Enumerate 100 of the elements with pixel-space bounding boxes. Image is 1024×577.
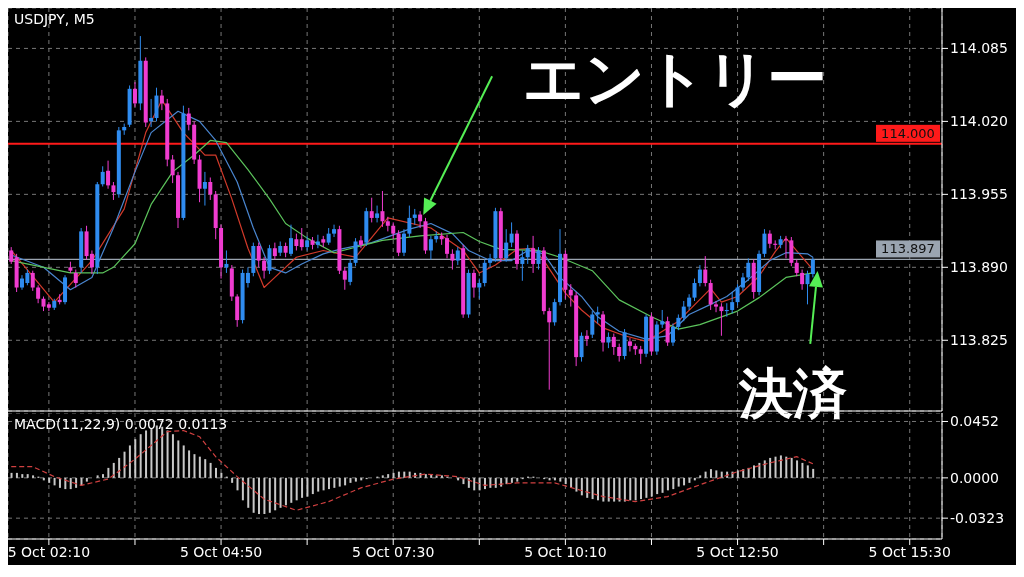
x-tick-label: 5 Oct 15:30: [868, 543, 951, 560]
candlestick: [477, 278, 482, 300]
bar: [763, 460, 766, 478]
bar: [483, 477, 486, 490]
candlestick: [262, 256, 267, 280]
candlestick: [46, 301, 51, 312]
bar: [387, 474, 390, 478]
bar: [134, 439, 137, 478]
candlestick: [703, 255, 708, 287]
bar: [769, 457, 772, 478]
bar: [279, 477, 282, 508]
candlestick: [348, 258, 353, 286]
x-tick-label: 5 Oct 12:50: [696, 543, 779, 560]
candlestick: [132, 81, 137, 108]
candlestick: [208, 177, 213, 201]
y-tick-label: -0.0323: [950, 510, 1005, 527]
bar: [397, 471, 400, 478]
bar: [683, 477, 686, 486]
bar: [801, 462, 804, 478]
bar: [650, 477, 653, 497]
bar: [790, 457, 793, 478]
bar: [403, 471, 406, 478]
bar: [15, 472, 18, 478]
bar: [284, 477, 287, 506]
bar: [661, 477, 664, 493]
bar: [753, 465, 755, 478]
bar: [182, 445, 185, 478]
candlestick: [396, 229, 401, 257]
chart-title: MACD(11,22,9) 0.0072 0.0113: [14, 416, 228, 432]
bar: [602, 477, 605, 502]
candlestick: [584, 329, 589, 347]
bar: [510, 477, 513, 483]
bar: [473, 477, 476, 491]
candlestick: [568, 283, 573, 308]
candlestick: [224, 249, 229, 274]
bar: [322, 477, 325, 491]
bar: [640, 477, 643, 500]
candlestick: [106, 160, 111, 190]
x-tick-label: 5 Oct 10:10: [524, 543, 607, 560]
bar: [301, 477, 304, 498]
bar: [489, 477, 492, 488]
bar: [408, 471, 411, 478]
bar: [317, 477, 320, 492]
bar: [677, 477, 680, 487]
bar: [263, 477, 266, 515]
bar: [10, 472, 13, 478]
bar: [290, 477, 293, 503]
bar: [258, 477, 261, 515]
bar: [785, 456, 788, 478]
candlestick: [407, 205, 412, 238]
annotation: 決済: [738, 361, 848, 425]
bar: [613, 477, 616, 502]
chart-title: USDJPY, M5: [14, 11, 95, 27]
bar: [171, 434, 174, 478]
candlestick: [332, 224, 337, 238]
annotation: エントリー: [523, 43, 828, 114]
y-tick-label: 114.020: [950, 113, 1008, 130]
bar: [247, 477, 250, 508]
candlestick: [714, 300, 719, 313]
candlestick: [525, 244, 530, 265]
candlestick: [482, 258, 487, 287]
bar: [575, 477, 578, 492]
y-tick-label: 113.890: [950, 259, 1008, 276]
bar: [806, 465, 809, 478]
candlestick: [159, 89, 164, 111]
candlestick: [186, 107, 191, 131]
candlestick: [154, 87, 159, 122]
bar: [731, 471, 734, 478]
bar: [21, 474, 24, 478]
bar: [333, 477, 336, 488]
candlestick: [789, 236, 794, 267]
candlestick: [800, 269, 805, 291]
candlestick: [547, 307, 552, 391]
candlestick: [627, 337, 632, 352]
candlestick: [380, 190, 385, 228]
bar: [596, 477, 599, 501]
bar: [774, 456, 777, 478]
bar: [85, 477, 88, 482]
bar: [198, 456, 201, 478]
bar: [214, 467, 217, 478]
bar: [166, 430, 169, 478]
candlestick: [670, 322, 675, 347]
x-tick-label: 5 Oct 04:50: [179, 543, 263, 560]
bar: [440, 475, 443, 478]
bar: [812, 468, 815, 478]
candlestick: [810, 256, 815, 278]
candlestick: [762, 228, 767, 258]
candlestick: [100, 165, 105, 187]
candlestick: [504, 228, 509, 263]
candlestick: [735, 283, 740, 306]
bar: [796, 460, 799, 478]
candlestick: [369, 197, 374, 223]
candlestick: [509, 221, 514, 248]
bar: [424, 474, 427, 478]
candlestick: [471, 269, 476, 299]
bar: [494, 477, 497, 488]
bar: [96, 475, 99, 478]
bar: [591, 477, 594, 500]
bar: [629, 477, 632, 501]
candlestick: [235, 293, 240, 328]
